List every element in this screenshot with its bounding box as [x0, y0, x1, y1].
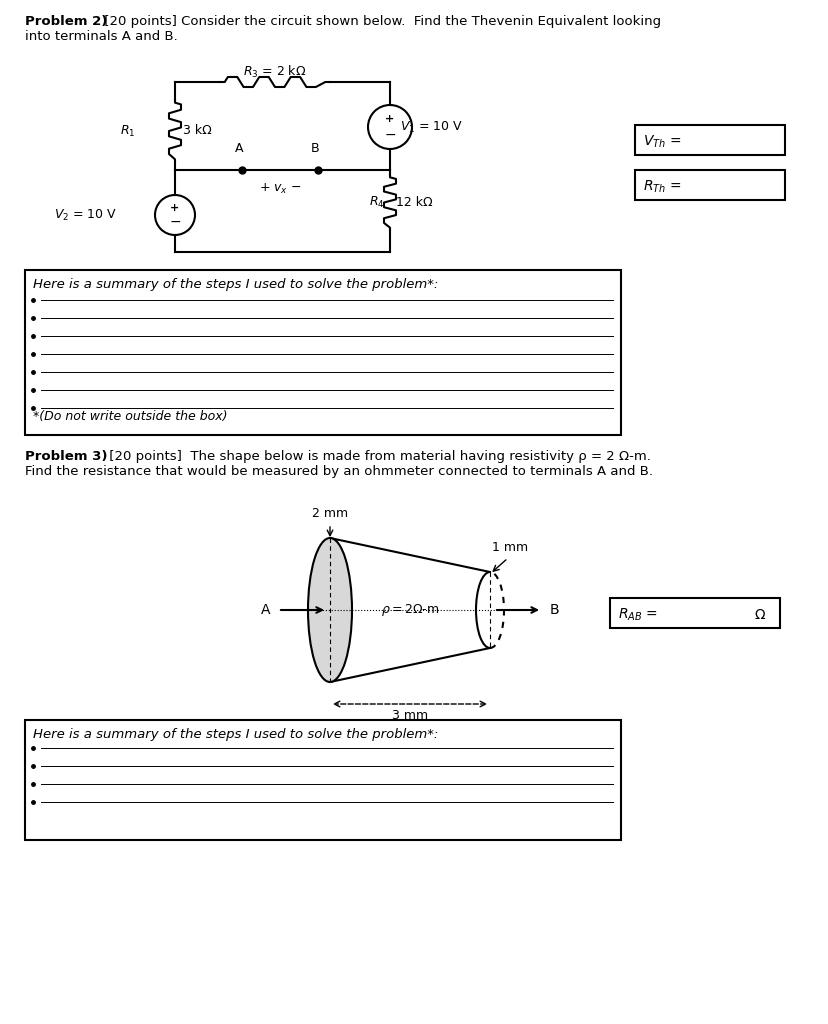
Text: Find the resistance that would be measured by an ohmmeter connected to terminals: Find the resistance that would be measur…: [25, 465, 652, 478]
Text: $V_2$ = 10 V: $V_2$ = 10 V: [54, 208, 117, 222]
Text: [20 points] Consider the circuit shown below.  Find the Thevenin Equivalent look: [20 points] Consider the circuit shown b…: [100, 15, 660, 28]
Text: −: −: [383, 128, 395, 142]
Text: +: +: [385, 114, 394, 124]
Text: $R_1$: $R_1$: [119, 124, 135, 138]
Text: Here is a summary of the steps I used to solve the problem*:: Here is a summary of the steps I used to…: [33, 728, 438, 741]
Text: Here is a summary of the steps I used to solve the problem*:: Here is a summary of the steps I used to…: [33, 278, 438, 291]
Text: 12 kΩ: 12 kΩ: [396, 196, 432, 209]
Text: $V_1$ = 10 V: $V_1$ = 10 V: [400, 120, 463, 134]
Text: $R_{Th}$ =: $R_{Th}$ =: [643, 179, 681, 196]
Text: Problem 3): Problem 3): [25, 450, 108, 463]
Text: Problem 2): Problem 2): [25, 15, 108, 28]
Text: $\rho=2\Omega$-m: $\rho=2\Omega$-m: [381, 602, 439, 618]
Polygon shape: [330, 538, 489, 682]
Text: A: A: [260, 603, 270, 617]
Ellipse shape: [308, 538, 352, 682]
FancyBboxPatch shape: [25, 270, 620, 435]
Text: + $v_x$ −: + $v_x$ −: [258, 182, 301, 197]
Text: A: A: [234, 142, 243, 155]
Text: 3 kΩ: 3 kΩ: [183, 125, 211, 137]
Text: B: B: [310, 142, 319, 155]
Text: into terminals A and B.: into terminals A and B.: [25, 30, 177, 43]
Text: $V_{Th}$ =: $V_{Th}$ =: [643, 134, 681, 151]
Text: $R_{AB}$ =: $R_{AB}$ =: [617, 607, 657, 624]
Text: $R_4$: $R_4$: [369, 195, 384, 210]
Text: +: +: [171, 203, 180, 213]
Text: 3 mm: 3 mm: [392, 709, 427, 722]
Text: 2 mm: 2 mm: [311, 507, 348, 520]
FancyBboxPatch shape: [634, 125, 784, 155]
Text: 1 mm: 1 mm: [491, 541, 527, 554]
Text: Ω: Ω: [753, 608, 764, 622]
Text: *(Do not write outside the box): *(Do not write outside the box): [33, 410, 227, 423]
Text: $R_3$ = 2 kΩ: $R_3$ = 2 kΩ: [243, 63, 306, 80]
Text: −: −: [169, 215, 181, 229]
FancyBboxPatch shape: [634, 170, 784, 200]
FancyBboxPatch shape: [609, 598, 779, 628]
Text: [20 points]  The shape below is made from material having resistivity ρ = 2 Ω-m.: [20 points] The shape below is made from…: [105, 450, 650, 463]
Text: B: B: [549, 603, 559, 617]
FancyBboxPatch shape: [25, 720, 620, 840]
